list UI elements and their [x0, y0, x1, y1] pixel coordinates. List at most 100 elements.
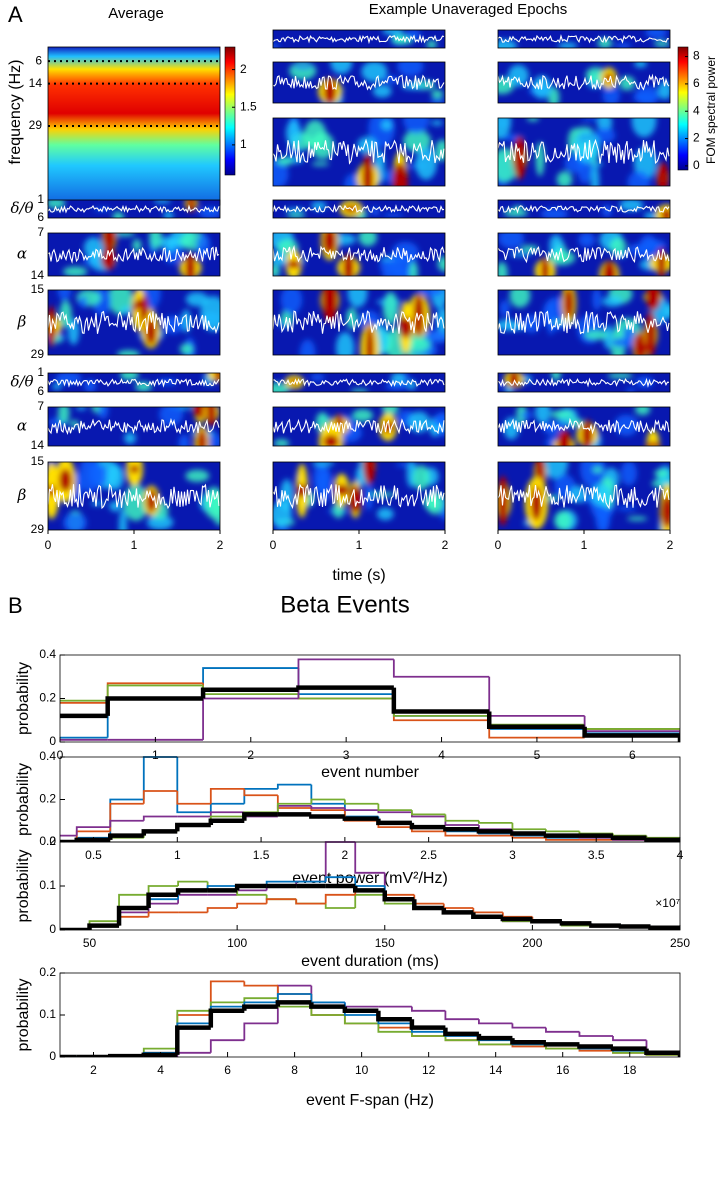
x-tick-label: 250: [670, 936, 690, 950]
blob: [602, 296, 623, 307]
x-tick-label: 100: [227, 936, 247, 950]
y-tick-label: 14: [29, 76, 43, 90]
y-axis-label: probability: [15, 763, 32, 836]
histogram-step: [612, 1036, 647, 1042]
blob: [645, 441, 661, 446]
blob: [350, 389, 369, 392]
histogram-step: [75, 826, 111, 836]
heatmap: [48, 233, 220, 276]
blob: [578, 233, 595, 248]
blob: [392, 162, 408, 186]
heatmap: [498, 118, 670, 186]
histogram-step: [242, 1004, 278, 1011]
heatmap-frame: [272, 199, 446, 219]
colorbar-tick-label: 6: [693, 76, 700, 90]
blob: [289, 62, 317, 80]
blob: [554, 510, 572, 530]
blob: [379, 259, 392, 273]
blob: [391, 241, 419, 264]
blob: [185, 252, 196, 276]
heatmap: [48, 407, 220, 446]
histogram-series: [60, 883, 680, 930]
heatmap: [498, 373, 670, 392]
blob: [376, 507, 394, 521]
histogram-step: [478, 1040, 513, 1046]
histogram-step: [543, 833, 580, 838]
heatmap: [498, 407, 670, 446]
x-tick-label: 1: [581, 538, 588, 552]
histogram-step: [377, 803, 412, 812]
histogram-step: [343, 1015, 379, 1025]
blob: [431, 89, 444, 99]
x-tick-label: 2: [667, 538, 674, 552]
heatmap: [273, 290, 445, 355]
x-tick-label: 1: [152, 748, 159, 762]
heatmap-blobs: [63, 233, 211, 276]
heatmap-blobs: [48, 407, 220, 446]
blob: [361, 62, 388, 82]
blob: [101, 247, 116, 271]
histogram-step: [444, 1036, 479, 1042]
heatmap-blobs: [498, 62, 670, 103]
histogram-step: [488, 676, 585, 717]
blob: [63, 266, 88, 276]
histogram-step: [105, 696, 204, 716]
histogram-step: [276, 993, 312, 1003]
histogram-step: [476, 829, 513, 834]
x-tick-label: 2: [342, 848, 349, 862]
y-tick-label: 7: [37, 225, 44, 239]
blob: [499, 300, 510, 317]
histogram-step: [209, 802, 245, 813]
histogram-step: [175, 1025, 211, 1055]
heatmap-frame: [497, 232, 671, 277]
histogram-step: [60, 738, 108, 741]
histogram-step: [578, 1031, 613, 1037]
histogram-step: [545, 829, 580, 833]
y-tick-label: 29: [31, 522, 45, 536]
signal-trace: [273, 483, 445, 510]
blob: [120, 373, 139, 381]
histogram-step: [444, 814, 479, 822]
histogram-step: [441, 908, 474, 915]
blob: [661, 494, 670, 529]
plot-area: [60, 980, 680, 1057]
blob: [383, 291, 399, 325]
histogram-step: [342, 1006, 379, 1014]
x-tick-label: 2: [90, 1063, 97, 1077]
blob: [75, 407, 87, 411]
x-tick-label: 14: [489, 1063, 503, 1077]
heatmap: [498, 200, 670, 218]
histogram-step: [146, 892, 179, 908]
histogram-step: [236, 902, 267, 908]
blob: [430, 99, 445, 103]
histogram-step: [276, 802, 312, 813]
blob: [558, 42, 578, 48]
blob: [436, 307, 445, 333]
y-tick-label: 6: [37, 210, 44, 224]
x-tick-label: 0: [270, 538, 277, 552]
histogram-series: [60, 812, 680, 842]
heatmap: [273, 373, 445, 392]
signal-trace: [48, 417, 220, 435]
histogram-step: [202, 697, 299, 740]
heatmap-frame: [497, 29, 671, 49]
y-tick-label: 0.4: [39, 749, 56, 763]
blob: [365, 482, 374, 511]
histogram-step: [175, 888, 208, 895]
blob: [323, 434, 339, 446]
x-tick-label: 8: [291, 1063, 298, 1077]
x-tick-label: 0: [495, 538, 502, 552]
blob: [658, 81, 670, 100]
heatmap: [273, 462, 445, 530]
histogram-step: [60, 699, 108, 702]
blob: [132, 238, 142, 252]
colorbar-tick-label: 4: [693, 103, 700, 117]
blob: [273, 382, 290, 392]
histogram-step: [142, 756, 178, 800]
blob: [551, 373, 561, 381]
blob: [584, 329, 609, 340]
heatmap-frame: [47, 199, 221, 219]
histogram-step: [60, 736, 108, 739]
blob: [654, 469, 670, 478]
blob: [372, 84, 392, 98]
